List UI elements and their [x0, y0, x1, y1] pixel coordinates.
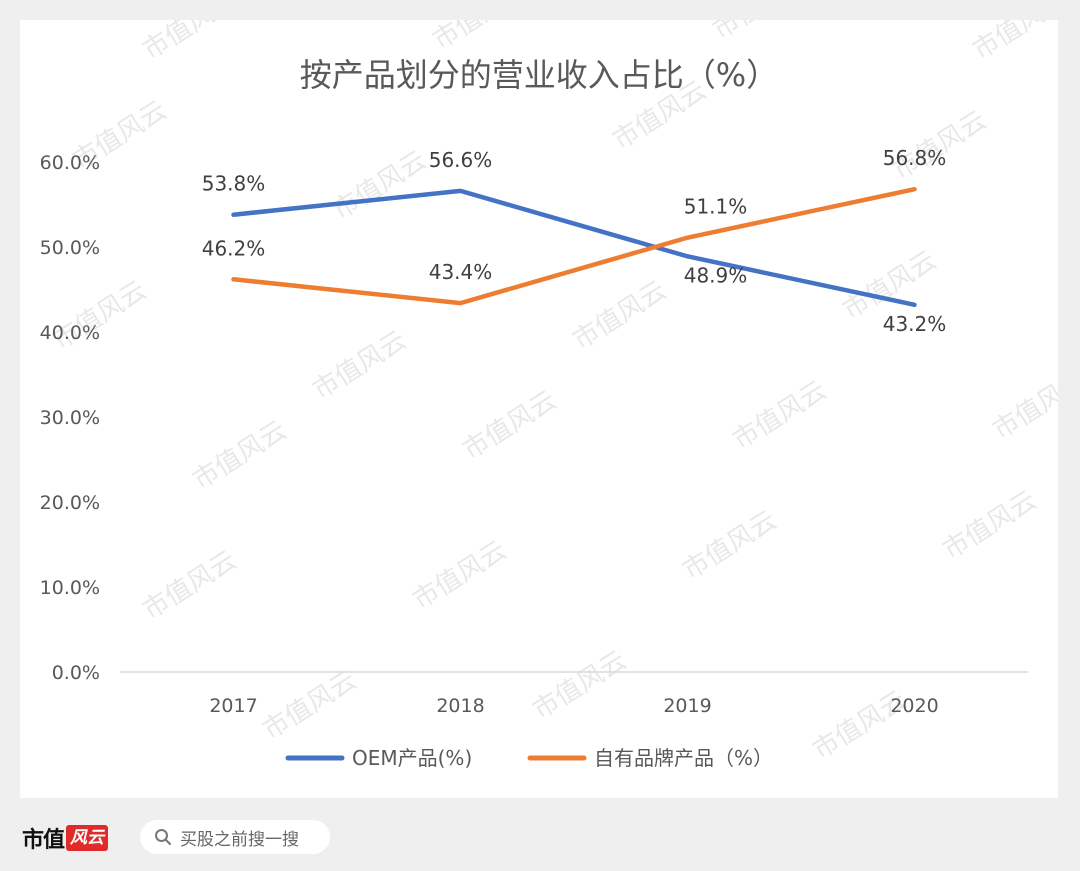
x-tick-label: 2017 — [209, 695, 257, 717]
y-tick-label: 20.0% — [40, 492, 100, 514]
watermark-text: 市值风云 — [528, 645, 632, 726]
y-tick-label: 10.0% — [40, 577, 100, 599]
search-placeholder: 买股之前搜一搜 — [180, 829, 299, 850]
search-box[interactable]: 买股之前搜一搜 — [140, 820, 330, 854]
watermark-text: 市值风云 — [968, 20, 1058, 66]
series-line-2 — [231, 186, 917, 306]
data-label: 46.2% — [202, 236, 266, 260]
data-label: 43.2% — [883, 312, 947, 336]
x-tick-label: 2019 — [663, 695, 711, 717]
search-icon — [148, 820, 178, 854]
data-label: 48.9% — [684, 263, 748, 287]
watermark-text: 市值风云 — [328, 145, 432, 226]
brand-text: 市值 — [22, 827, 65, 853]
watermark-text: 市值风云 — [708, 20, 812, 46]
brand-logo[interactable]: 市值 风云 — [22, 822, 109, 854]
x-tick-label: 2020 — [890, 695, 938, 717]
watermark-text: 市值风云 — [568, 275, 672, 356]
watermark-text: 市值风云 — [258, 665, 362, 746]
footer-bar: 市值 风云 买股之前搜一搜 — [0, 800, 1080, 871]
data-label: 56.6% — [429, 148, 493, 172]
data-label: 56.8% — [883, 146, 947, 170]
y-tick-label: 40.0% — [40, 322, 100, 344]
watermark-text: 市值风云 — [138, 20, 242, 66]
watermark-text: 市值风云 — [428, 20, 532, 56]
data-label: 43.4% — [429, 260, 493, 284]
series-line-1 — [231, 188, 917, 308]
watermark-text: 市值风云 — [308, 325, 412, 406]
y-tick-label: 0.0% — [52, 662, 100, 684]
watermark-text: 市值风云 — [408, 535, 512, 616]
y-tick-label: 50.0% — [40, 237, 100, 259]
data-label: 53.8% — [202, 172, 266, 196]
legend-label: 自有品牌产品（%） — [594, 746, 773, 770]
watermark-text: 市值风云 — [138, 545, 242, 626]
watermark-text: 市值风云 — [728, 375, 832, 456]
y-tick-label: 30.0% — [40, 407, 100, 429]
watermark-text: 市值风云 — [938, 485, 1042, 566]
x-tick-label: 2018 — [436, 695, 484, 717]
watermark-text: 市值风云 — [458, 385, 562, 466]
watermark-text: 市值风云 — [188, 415, 292, 496]
y-tick-label: 60.0% — [40, 152, 100, 174]
watermark-text: 市值风云 — [988, 365, 1058, 446]
legend-label: OEM产品(%) — [352, 746, 472, 770]
brand-mark: 风云 — [66, 825, 109, 851]
data-label: 51.1% — [684, 195, 748, 219]
chart-card: 市值风云 市值风云 市值风云 市值风云 市值风云 市值风云 市值风云 市值风云 市值风云 市值风云… — [20, 20, 1058, 798]
chart-title: 按产品划分的营业收入占比（%） — [300, 56, 778, 94]
watermark-text: 市值风云 — [678, 505, 782, 586]
